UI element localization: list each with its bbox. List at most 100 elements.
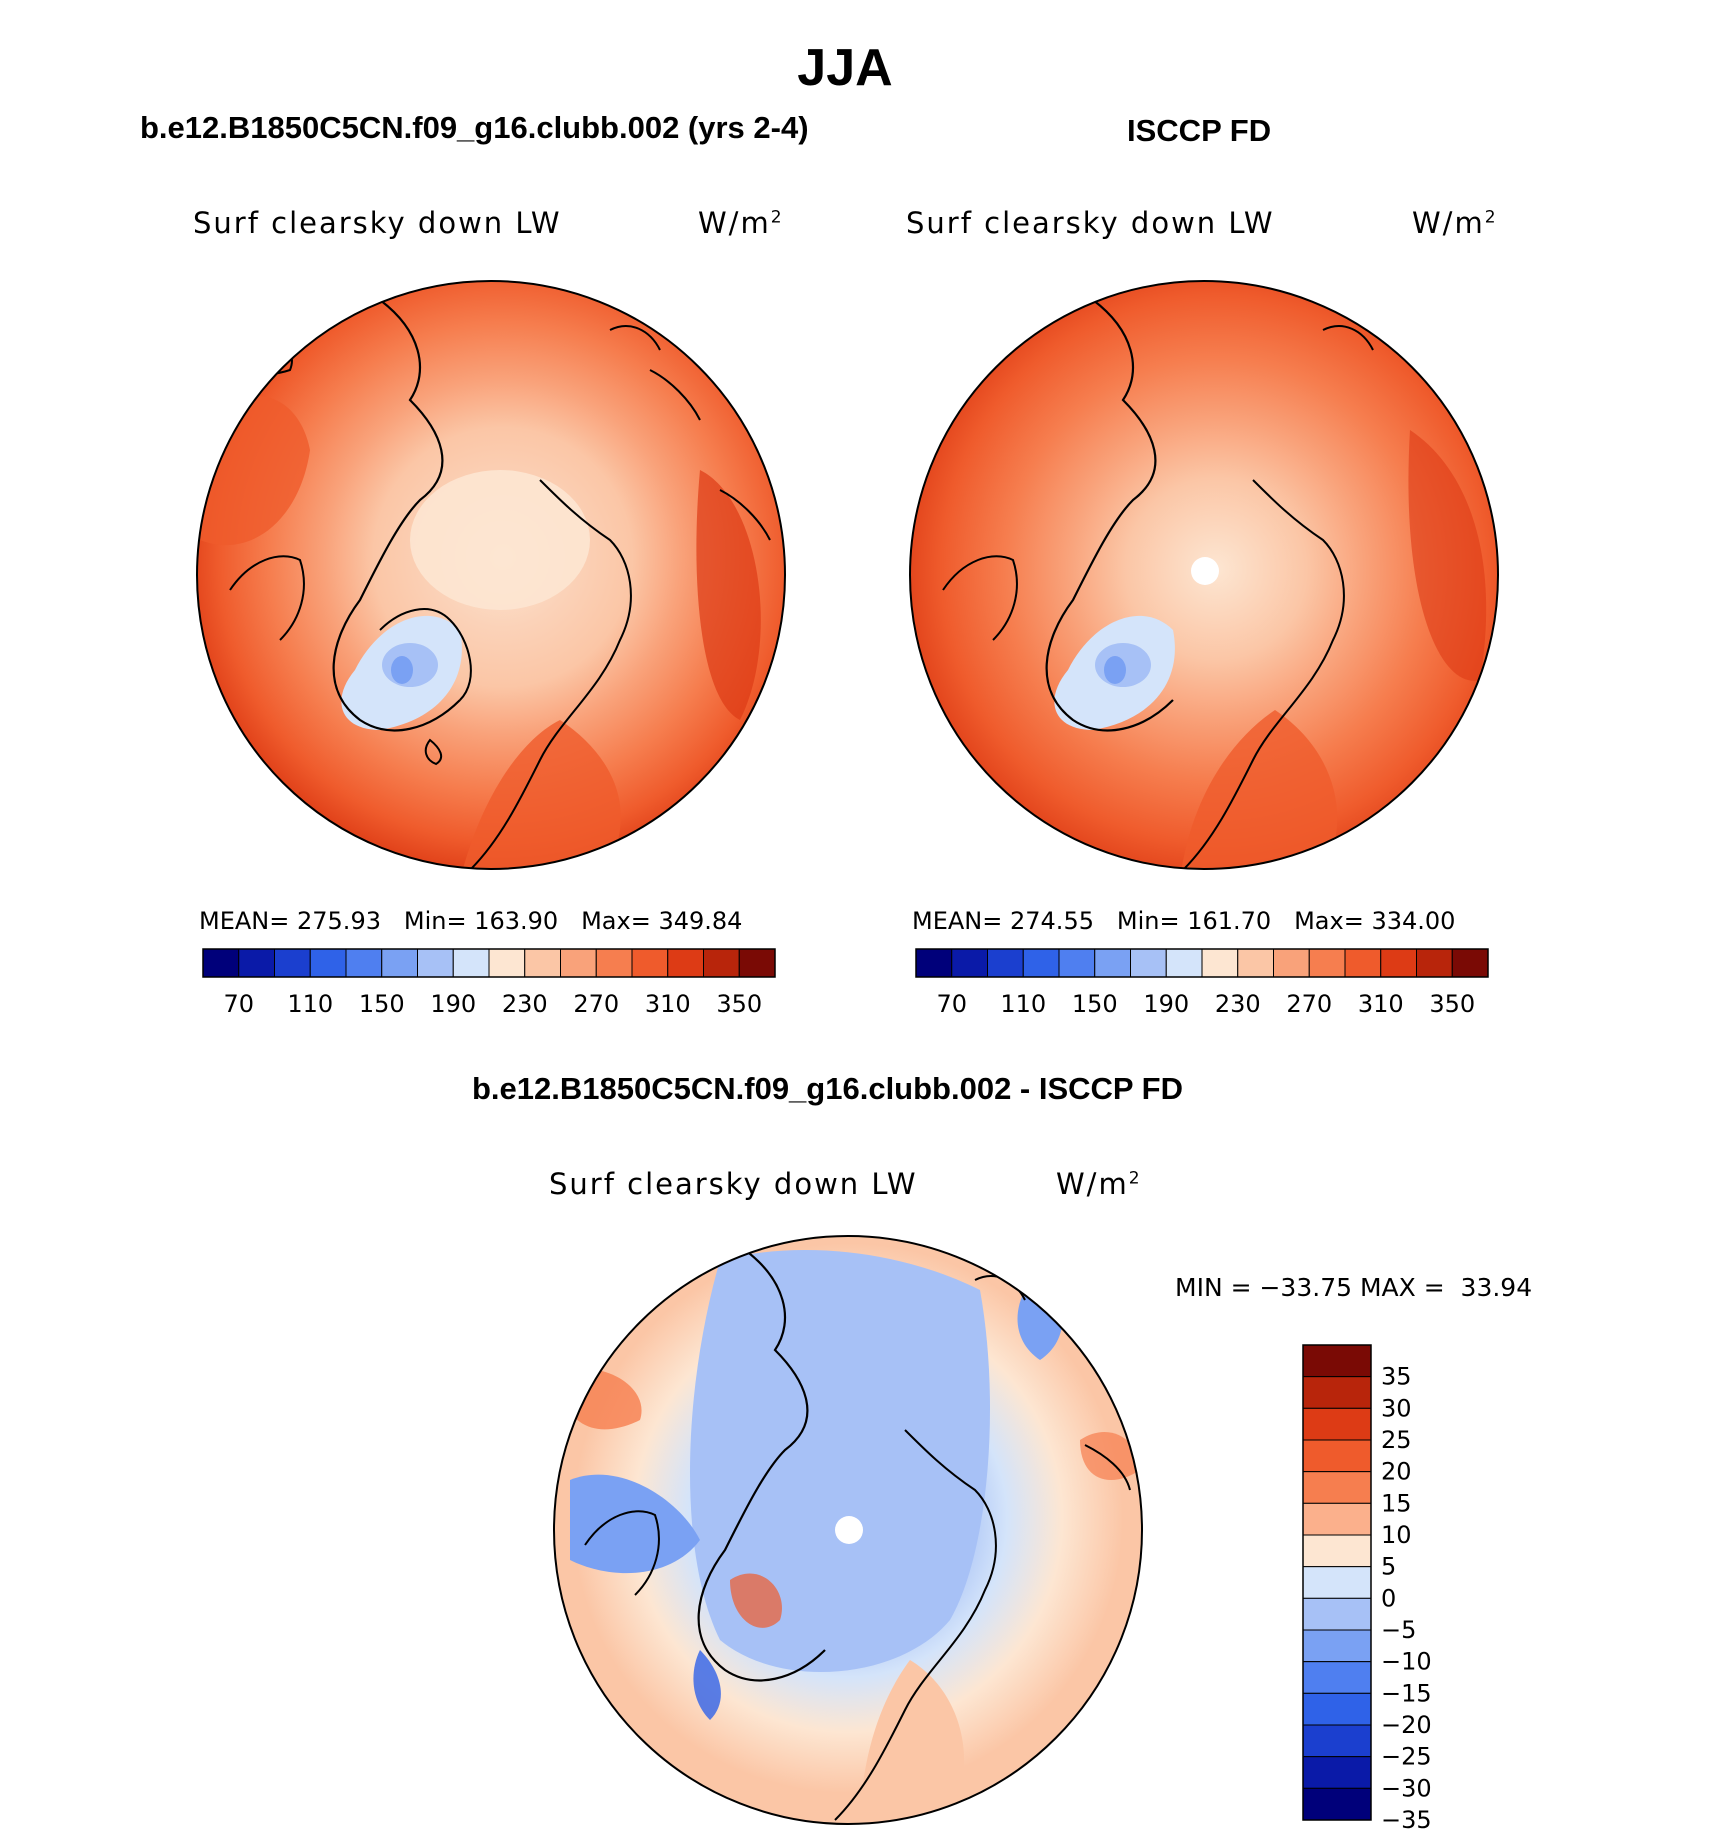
obs-colorbar-swatch: [1130, 948, 1167, 978]
diff-colorbar-tick: −15: [1381, 1679, 1432, 1707]
diff-colorbar-tick: 25: [1381, 1426, 1412, 1454]
diff-colorbar-tick: 20: [1381, 1458, 1412, 1486]
model-colorbar-tick: 150: [359, 990, 405, 1018]
model-colorbar-swatch: [631, 948, 669, 978]
model-colorbar-swatch: [381, 948, 418, 978]
model-colorbar-swatch: [345, 948, 383, 978]
obs-colorbar-swatch: [1201, 948, 1239, 978]
obs-min-value: 161.70: [1187, 907, 1272, 935]
diff-colorbar-tick: −10: [1381, 1648, 1432, 1676]
obs-colorbar-tick: 310: [1358, 990, 1404, 1018]
obs-colorbar-swatch: [987, 948, 1024, 978]
obs-variable-label: Surf clearsky down LW: [906, 206, 1275, 240]
obs-colorbar-frame: [915, 948, 1489, 978]
diff-colorbar-tick: −5: [1381, 1616, 1416, 1644]
obs-colorbar-swatch: [1273, 948, 1310, 978]
model-colorbar-swatch: [309, 948, 347, 978]
model-colorbar-swatch: [452, 948, 490, 978]
model-colorbar-tick: 190: [430, 990, 476, 1018]
model-colorbar-swatch: [738, 948, 776, 978]
model-min-value: 163.90: [474, 907, 559, 935]
model-colorbar-swatch: [274, 948, 311, 978]
obs-panel-title: ISCCP FD: [1127, 113, 1272, 148]
obs-colorbar-tick: 190: [1143, 990, 1189, 1018]
obs-stats: MEAN= 274.55 Min= 161.70 Max= 334.00: [912, 907, 1455, 935]
obs-colorbar-swatch: [1237, 948, 1274, 978]
diff-colorbar-tick: −35: [1381, 1806, 1432, 1834]
diff-colorbar-swatch: [1302, 1661, 1372, 1694]
obs-colorbar: 70 110 150 190 230 270 310 350: [915, 948, 1489, 1018]
diff-colorbar-tick: 15: [1381, 1489, 1412, 1517]
diff-colorbar-swatch: [1302, 1787, 1372, 1821]
model-colorbar-tick: 110: [287, 990, 333, 1018]
model-stats: MEAN= 275.93 Min= 163.90 Max= 349.84: [199, 907, 742, 935]
obs-colorbar-swatch: [1022, 948, 1060, 978]
model-map: [196, 280, 786, 870]
obs-colorbar-swatch: [1451, 948, 1489, 978]
model-colorbar-frame: [202, 948, 776, 978]
model-colorbar-swatch: [703, 948, 740, 978]
obs-colorbar-swatch: [1094, 948, 1131, 978]
obs-colorbar-swatch: [1308, 948, 1346, 978]
diff-colorbar-tick: 30: [1381, 1394, 1412, 1422]
model-colorbar-swatch: [417, 948, 454, 978]
model-colorbar-swatch: [667, 948, 704, 978]
model-panel-title: b.e12.B1850C5CN.f09_g16.clubb.002 (yrs 2…: [140, 110, 809, 145]
diff-colorbar-tick: −20: [1381, 1711, 1432, 1739]
diff-colorbar-swatch: [1302, 1724, 1372, 1758]
diff-variable-label: Surf clearsky down LW: [549, 1167, 918, 1201]
obs-map: [909, 280, 1499, 870]
diff-colorbar-tick: 0: [1381, 1584, 1396, 1612]
diff-colorbar-swatch: [1302, 1534, 1372, 1568]
diff-units-label: W/m2: [1056, 1167, 1142, 1201]
model-colorbar-swatch: [238, 948, 275, 978]
obs-max-label: Max=: [1294, 907, 1364, 935]
model-variable-label: Surf clearsky down LW: [193, 206, 562, 240]
diff-colorbar-swatch: [1302, 1597, 1372, 1631]
obs-colorbar-swatch: [1344, 948, 1382, 978]
diff-colorbar-swatch: [1302, 1344, 1372, 1378]
obs-colorbar-swatch: [1380, 948, 1417, 978]
diff-colorbar-tick: 10: [1381, 1521, 1412, 1549]
model-colorbar-tick: 310: [645, 990, 691, 1018]
diff-colorbar-swatch: [1302, 1471, 1372, 1504]
page-title: JJA: [797, 39, 893, 97]
diff-colorbar-swatch: [1302, 1439, 1372, 1473]
diff-colorbar-swatch: [1302, 1756, 1372, 1789]
diff-panel-title: b.e12.B1850C5CN.f09_g16.clubb.002 - ISCC…: [472, 1071, 1183, 1106]
model-colorbar-swatch: [524, 948, 561, 978]
diff-colorbar-swatch: [1302, 1629, 1372, 1663]
model-colorbar-swatch: [595, 948, 633, 978]
model-max-value: 349.84: [658, 907, 743, 935]
model-mean-label: MEAN=: [199, 907, 290, 935]
obs-colorbar-tick: 110: [1000, 990, 1046, 1018]
diff-colorbar-swatch: [1302, 1566, 1372, 1599]
model-colorbar-tick: 270: [573, 990, 619, 1018]
obs-colorbar-swatch: [1165, 948, 1203, 978]
obs-colorbar-tick: 230: [1215, 990, 1261, 1018]
obs-mean-label: MEAN=: [912, 907, 1003, 935]
model-mean-value: 275.93: [297, 907, 381, 935]
model-colorbar-swatch: [560, 948, 597, 978]
obs-colorbar-swatch: [1416, 948, 1453, 978]
diff-colorbar: 35 30 25 20 15 10 5 0 −5 −10 −15 −20 −25 −30 −35: [1302, 1344, 1432, 1834]
model-colorbar-tick: 70: [223, 990, 254, 1018]
obs-colorbar-swatch: [1058, 948, 1096, 978]
diff-minmax: MIN = −33.75 MAX = 33.94: [1175, 1273, 1533, 1302]
model-max-label: Max=: [581, 907, 651, 935]
obs-colorbar-swatch: [915, 948, 953, 978]
model-colorbar: 70 110 150 190 230 270 310 350: [202, 948, 776, 1018]
model-colorbar-swatch: [488, 948, 526, 978]
diff-colorbar-swatch: [1302, 1692, 1372, 1726]
obs-colorbar-tick: 150: [1072, 990, 1118, 1018]
obs-colorbar-tick: 70: [936, 990, 967, 1018]
diff-colorbar-tick: 5: [1381, 1553, 1396, 1581]
obs-max-value: 334.00: [1371, 907, 1456, 935]
model-colorbar-swatch: [202, 948, 240, 978]
obs-units-label: W/m2: [1412, 206, 1498, 240]
diff-map: [553, 1235, 1143, 1825]
obs-colorbar-tick: 270: [1286, 990, 1332, 1018]
obs-mean-value: 274.55: [1010, 907, 1094, 935]
diff-colorbar-tick: −30: [1381, 1774, 1432, 1802]
